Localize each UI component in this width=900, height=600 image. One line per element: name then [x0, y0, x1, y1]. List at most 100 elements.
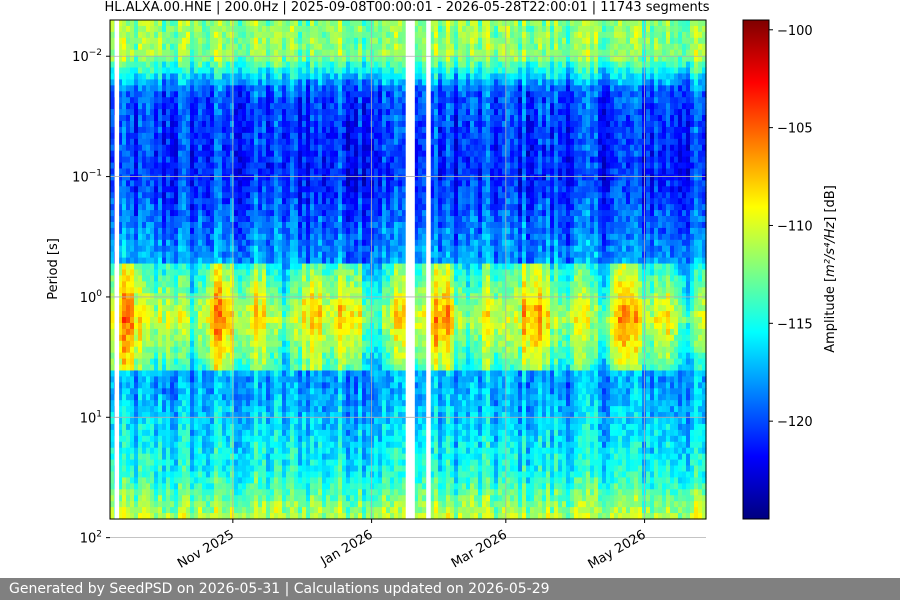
heatmap-cell [158, 55, 163, 63]
heatmap-cell [142, 477, 147, 484]
heatmap-cell [222, 441, 227, 449]
heatmap-cell [314, 43, 319, 51]
heatmap-cell [122, 138, 127, 146]
heatmap-cell [290, 358, 295, 366]
heatmap-cell [318, 245, 323, 253]
heatmap-cell [186, 210, 191, 217]
heatmap-cell [170, 132, 175, 140]
heatmap-cell [130, 317, 135, 324]
heatmap-cell [122, 287, 127, 294]
heatmap-cell [262, 67, 267, 75]
heatmap-cell [142, 204, 147, 211]
heatmap-cell [338, 79, 343, 86]
heatmap-cell [118, 168, 123, 176]
heatmap-cell [258, 495, 263, 502]
heatmap-cell [170, 204, 175, 211]
heatmap-cell [258, 352, 263, 360]
heatmap-cell [170, 281, 175, 288]
heatmap-cell [254, 25, 259, 33]
heatmap-cell [218, 186, 223, 193]
heatmap-cell [222, 305, 227, 312]
heatmap-cell [206, 340, 211, 348]
heatmap-cell [326, 501, 331, 508]
heatmap-cell [270, 364, 275, 372]
heatmap-cell [306, 275, 311, 282]
heatmap-cell [266, 257, 271, 265]
heatmap-cell [202, 120, 207, 128]
heatmap-cell [178, 489, 183, 496]
heatmap-cell [138, 364, 143, 372]
heatmap-cell [342, 317, 347, 324]
heatmap-cell [154, 162, 159, 170]
heatmap-cell [230, 382, 235, 389]
heatmap-cell [330, 507, 335, 514]
heatmap-cell [134, 275, 139, 282]
heatmap-cell [110, 126, 115, 134]
heatmap-cell [326, 61, 331, 69]
heatmap-cell [190, 465, 195, 473]
heatmap-cell [338, 97, 343, 104]
heatmap-cell [322, 513, 327, 520]
heatmap-cell [318, 233, 323, 241]
heatmap-cell [154, 174, 159, 181]
heatmap-cell [338, 233, 343, 241]
heatmap-cell [250, 186, 255, 193]
heatmap-cell [214, 305, 219, 312]
heatmap-cell [218, 441, 223, 449]
heatmap-cell [178, 311, 183, 318]
heatmap-cell [338, 43, 343, 51]
heatmap-cell [162, 20, 167, 27]
heatmap-cell [154, 186, 159, 193]
heatmap-cell [302, 346, 307, 354]
heatmap-cell [158, 429, 163, 437]
heatmap-cell [250, 447, 255, 455]
heatmap-cell [310, 103, 315, 110]
heatmap-cell [130, 192, 135, 199]
heatmap-cell [286, 441, 291, 449]
heatmap-cell [246, 483, 251, 490]
heatmap-cell [194, 513, 199, 520]
heatmap-cell [226, 299, 231, 306]
heatmap-cell [330, 20, 335, 27]
heatmap-cell [254, 429, 259, 437]
heatmap-cell [322, 263, 327, 271]
heatmap-cell [190, 115, 195, 122]
heatmap-cell [278, 150, 283, 158]
heatmap-cell [186, 340, 191, 348]
heatmap-cell [286, 156, 291, 164]
heatmap-cell [298, 441, 303, 449]
heatmap-cell [258, 168, 263, 176]
heatmap-cell [298, 216, 303, 223]
heatmap-cell [306, 91, 311, 98]
heatmap-cell [162, 412, 167, 419]
heatmap-cell [142, 322, 147, 330]
heatmap-cell [158, 477, 163, 484]
heatmap-cell [294, 376, 299, 383]
heatmap-cell [298, 340, 303, 348]
heatmap-cell [314, 210, 319, 217]
heatmap-cell [162, 73, 167, 80]
heatmap-cell [262, 198, 267, 205]
heatmap-cell [274, 115, 279, 122]
heatmap-cell [142, 221, 147, 229]
heatmap-cell [254, 115, 259, 122]
heatmap-cell [278, 501, 283, 508]
heatmap-cell [194, 97, 199, 104]
heatmap-cell [210, 138, 215, 146]
heatmap-cell [298, 192, 303, 199]
heatmap-cell [258, 103, 263, 110]
heatmap-cell [290, 49, 295, 57]
heatmap-cell [170, 216, 175, 223]
heatmap-cell [170, 376, 175, 383]
heatmap-cell [182, 239, 187, 247]
heatmap-cell [246, 55, 251, 63]
heatmap-cell [282, 233, 287, 241]
heatmap-cell [206, 61, 211, 69]
heatmap-cell [226, 37, 231, 45]
heatmap-cell [230, 251, 235, 259]
heatmap-cell [346, 257, 351, 265]
heatmap-cell [122, 495, 127, 502]
heatmap-cell [186, 115, 191, 122]
heatmap-cell [222, 79, 227, 86]
heatmap-cell [242, 138, 247, 146]
